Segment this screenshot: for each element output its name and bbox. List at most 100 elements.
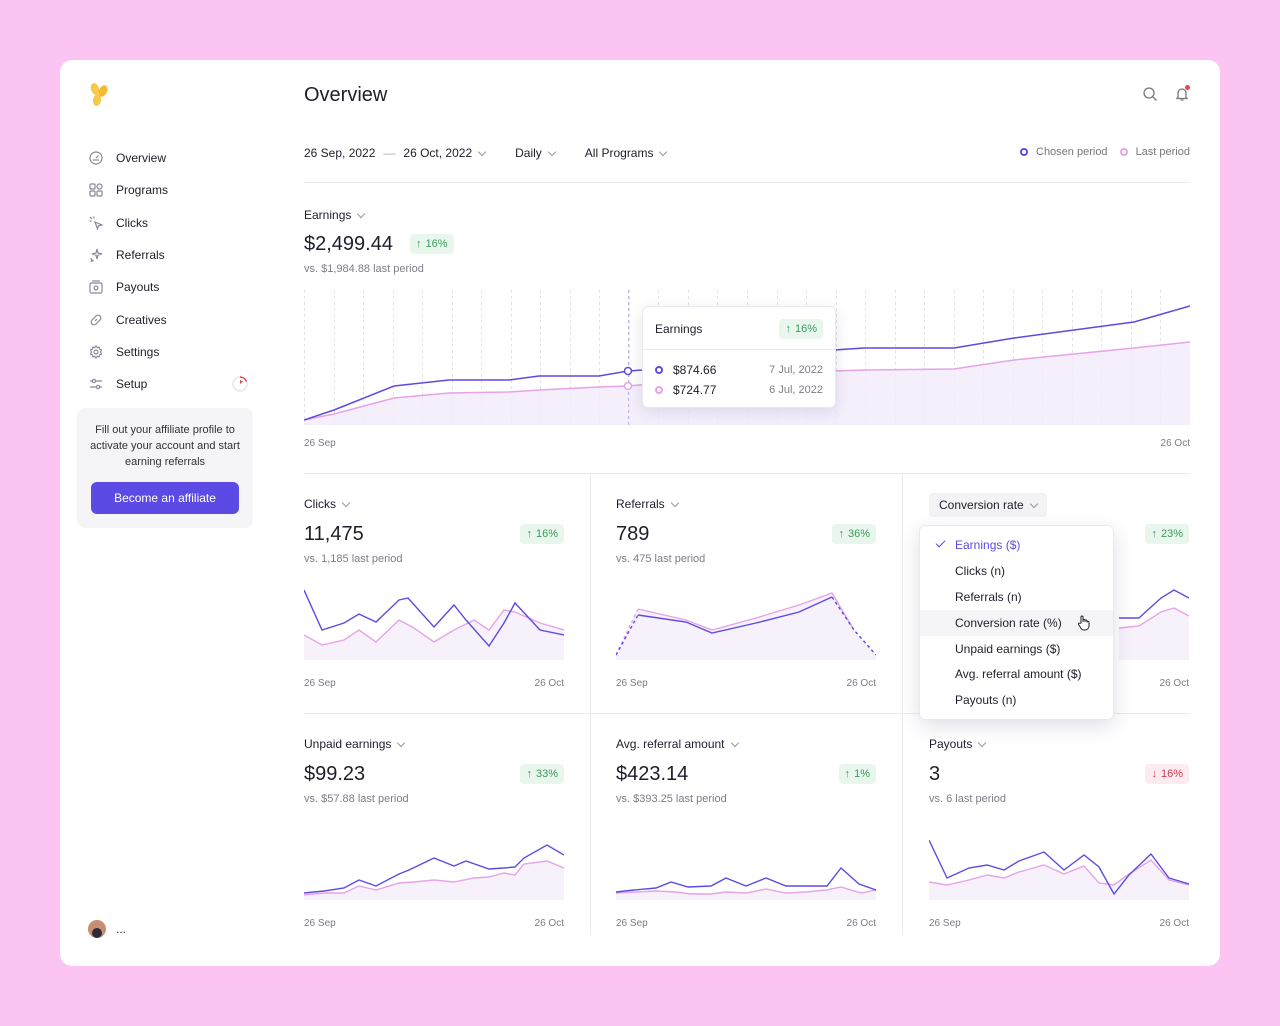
change-badge: ↑ 23% <box>1145 524 1189 544</box>
series-line-last-period <box>1118 607 1189 629</box>
dropdown-item-avg-referral-amount[interactable]: Avg. referral amount ($) <box>955 667 1082 682</box>
user-label[interactable]: ... <box>116 922 127 936</box>
avatar[interactable] <box>88 920 106 938</box>
legend-chosen-period: Chosen period <box>1020 146 1108 158</box>
series-line-chosen-period <box>929 839 1189 896</box>
axis-end-label: 26 Oct <box>1159 678 1189 689</box>
tooltip-change-badge: ↑ 16% <box>779 319 823 339</box>
notification-bell-icon[interactable] <box>1174 85 1190 102</box>
become-affiliate-button[interactable]: Become an affiliate <box>91 482 239 514</box>
dropdown-item-referrals[interactable]: Referrals (n) <box>955 589 1022 604</box>
chevron-down-icon <box>477 147 487 156</box>
sidebar-item-clicks[interactable]: Clicks <box>88 207 248 239</box>
sidebar-item-settings[interactable]: Settings <box>88 336 248 368</box>
chevron-down-icon <box>547 147 557 156</box>
circle-icon <box>1119 148 1128 156</box>
metric-select[interactable]: Clicks <box>304 497 351 511</box>
arrow-up-icon: ↑ <box>526 768 532 780</box>
metric-value: $99.23 <box>304 763 366 785</box>
creatives-icon <box>88 312 104 328</box>
metric-value: 789 <box>616 523 650 545</box>
check-icon <box>935 537 946 548</box>
sidebar-item-referrals[interactable]: Referrals <box>88 239 248 271</box>
metric-card-conversion-rate: Conversion rate ↑ 23% 26 Oct <box>929 473 1220 713</box>
hand-cursor-icon <box>1077 615 1090 631</box>
area-fill <box>1119 608 1189 660</box>
earnings-comparison: vs. $1,984.88 last period <box>304 263 424 275</box>
series-line-chosen-period <box>616 614 639 656</box>
sidebar-item-label: Clicks <box>116 215 148 230</box>
metric-comparison: vs. 6 last period <box>929 793 1007 805</box>
metric-value: $423.14 <box>616 763 689 785</box>
metric-sparkline[interactable] <box>929 825 1189 900</box>
metric-card-clicks: Clicks 11,475 ↑ 16% vs. 1,185 last period… <box>304 473 599 713</box>
chevron-down-icon <box>670 498 679 507</box>
programs-select[interactable]: All Programs <box>585 146 668 160</box>
change-badge: ↑ 1% <box>838 764 876 784</box>
date-range-start[interactable]: 26 Sep, 2022 <box>304 146 376 160</box>
axis-start-label: 26 Sep <box>304 438 336 449</box>
sidebar-item-label: Referrals <box>116 248 165 263</box>
chevron-down-icon <box>1029 499 1038 508</box>
arrow-up-icon: ↑ <box>416 238 422 250</box>
series-line-chosen-period <box>304 589 564 648</box>
logo-icon[interactable] <box>88 82 110 108</box>
earnings-metric-select[interactable]: Earnings <box>304 208 366 222</box>
user-menu[interactable]: ... <box>88 920 126 938</box>
main-content: Overview 26 Sep, 2022 — 26 Oct, 2022 Dai… <box>304 60 1190 966</box>
tooltip-row: $724.77 6 Jul, 2022 <box>643 380 835 400</box>
metric-dropdown-menu: Earnings ($) Clicks (n) Referrals (n) Co… <box>919 525 1114 720</box>
series-line-chosen-period <box>304 844 564 894</box>
legend-last-period: Last period <box>1119 146 1190 158</box>
area-fill <box>304 610 564 660</box>
metric-select[interactable]: Unpaid earnings <box>304 737 406 751</box>
chevron-down-icon <box>978 738 987 747</box>
change-badge: ↑ 36% <box>832 524 876 544</box>
metric-value: 3 <box>929 763 941 785</box>
metric-sparkline[interactable] <box>929 585 1189 660</box>
metric-comparison: vs. $57.88 last period <box>304 793 409 805</box>
circle-icon <box>655 366 663 374</box>
date-range-end[interactable]: 26 Oct, 2022 <box>403 146 487 160</box>
axis-end-label: 26 Oct <box>534 918 564 929</box>
sidebar-item-payouts[interactable]: Payouts <box>88 271 248 303</box>
chevron-down-icon <box>341 498 351 507</box>
sidebar-item-overview[interactable]: Overview <box>88 142 248 174</box>
sidebar-item-creatives[interactable]: Creatives <box>88 303 248 335</box>
dropdown-item-earnings[interactable]: Earnings ($) <box>920 532 1113 558</box>
arrow-up-icon: ↑ <box>1151 528 1157 540</box>
area-fill <box>929 860 1189 900</box>
metric-sparkline[interactable] <box>304 825 564 900</box>
metric-select[interactable]: Avg. referral amount <box>616 737 739 751</box>
page-title: Overview <box>304 84 388 106</box>
conversion-rate-select[interactable]: Conversion rate <box>929 493 1047 517</box>
circle-icon <box>1020 148 1028 156</box>
setup-progress-icon <box>232 376 248 392</box>
dropdown-item-unpaid-earnings[interactable]: Unpaid earnings ($) <box>955 641 1061 656</box>
metric-select[interactable]: Referrals <box>616 497 679 511</box>
programs-icon <box>88 182 104 198</box>
interval-select[interactable]: Daily <box>515 146 557 160</box>
axis-end-label: 26 Oct <box>1160 438 1190 449</box>
metric-comparison: vs. 475 last period <box>616 553 706 565</box>
promo-text: Fill out your affiliate profile to activ… <box>90 424 240 468</box>
dropdown-item-conversion-rate[interactable]: Conversion rate (%) <box>920 609 1113 636</box>
axis-end-label: 26 Oct <box>534 678 564 689</box>
sidebar-item-label: Overview <box>116 151 167 166</box>
series-line-chosen-period <box>616 866 876 893</box>
dropdown-item-payouts[interactable]: Payouts (n) <box>955 693 1017 708</box>
metric-sparkline[interactable] <box>616 825 876 900</box>
sidebar-item-programs[interactable]: Programs <box>88 174 248 206</box>
chevron-down-icon <box>357 209 366 218</box>
sidebar-item-setup[interactable]: Setup <box>88 368 248 400</box>
arrow-up-icon: ↑ <box>785 323 791 335</box>
metric-sparkline[interactable] <box>304 585 564 660</box>
chevron-down-icon <box>659 147 668 156</box>
metric-card-payouts: Payouts 3 ↓ 16% vs. 6 last period 26 Sep … <box>929 713 1220 953</box>
search-icon[interactable] <box>1142 86 1158 102</box>
axis-start-label: 26 Sep <box>616 678 648 689</box>
earnings-value: $2,499.44 <box>304 233 393 255</box>
metric-select[interactable]: Payouts <box>929 737 987 751</box>
dropdown-item-clicks[interactable]: Clicks (n) <box>955 563 1005 578</box>
metric-sparkline[interactable] <box>616 585 876 660</box>
